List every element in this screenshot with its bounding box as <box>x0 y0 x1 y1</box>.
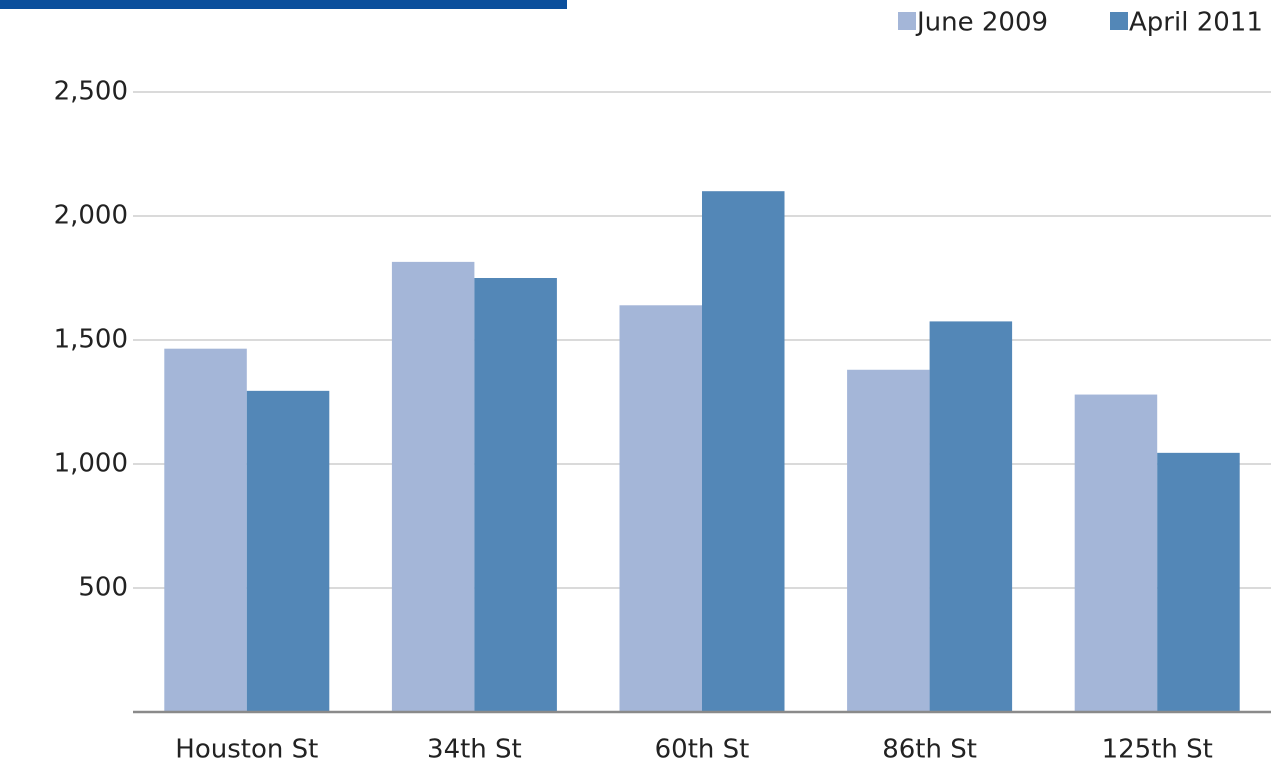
x-tick-label: Houston St <box>175 735 318 765</box>
x-tick-label: 125th St <box>1102 735 1213 765</box>
header-bar <box>0 0 567 9</box>
legend-label: June 2009 <box>915 8 1048 38</box>
bar <box>847 369 930 712</box>
bar <box>1157 452 1240 712</box>
y-tick-label: 2,500 <box>54 77 128 107</box>
bar <box>391 261 475 712</box>
x-tick-label: 34th St <box>427 735 522 765</box>
bar <box>474 278 557 712</box>
legend-label: April 2011 <box>1129 8 1263 38</box>
legend-swatch <box>898 12 916 30</box>
y-tick-label: 1,000 <box>54 449 128 479</box>
bar <box>619 305 702 712</box>
bar <box>1074 394 1158 712</box>
y-tick-label: 1,500 <box>54 325 128 355</box>
y-tick-label: 2,000 <box>54 201 128 231</box>
bar <box>929 321 1013 712</box>
bar <box>702 191 785 712</box>
x-tick-label: 86th St <box>882 735 977 765</box>
bar <box>246 390 330 712</box>
bar <box>164 348 247 712</box>
x-tick-label: 60th St <box>655 735 750 765</box>
y-tick-label: 500 <box>78 573 128 603</box>
legend-swatch <box>1110 12 1128 30</box>
